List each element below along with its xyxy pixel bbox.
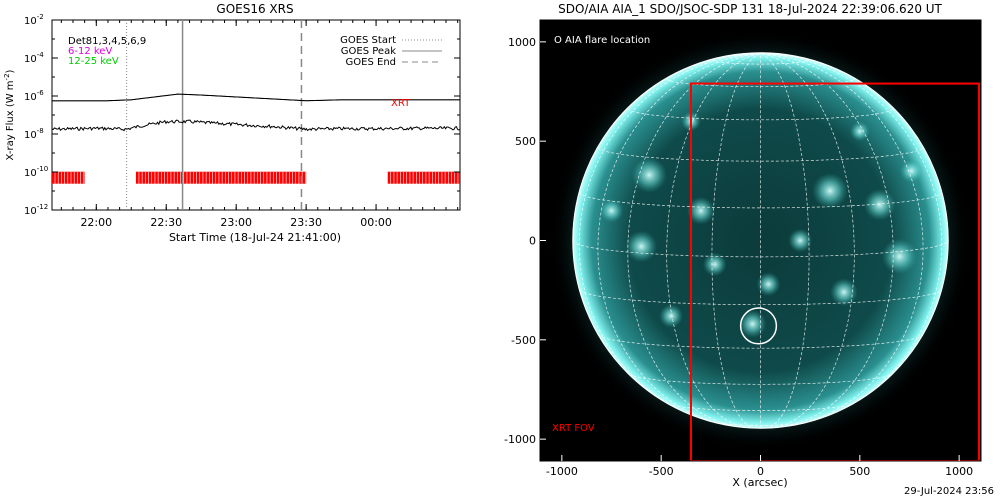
- solar-image: [540, 20, 981, 461]
- y-tick-label: 10-4: [24, 51, 44, 65]
- active-region: [631, 157, 668, 193]
- y-tick-label: -1000: [504, 433, 536, 446]
- y-tick-label: 10-6: [24, 89, 44, 103]
- heliographic-grid: [572, 53, 949, 429]
- x-tick-label: 1000: [945, 465, 973, 478]
- chart-title: SDO/AIA AIA_1 SDO/JSOC-SDP 131 18-Jul-20…: [558, 2, 942, 16]
- grid-line: [760, 53, 894, 428]
- x-tick-label: -500: [649, 465, 674, 478]
- active-region: [812, 172, 848, 209]
- y-tick-label: 10-12: [24, 203, 48, 217]
- grid-line: [579, 289, 942, 306]
- legend-12-25-kev: 12-25 keV: [68, 56, 119, 67]
- goes-xrs-chart: GOES16 XRS 10-2 10-4 10-6 10-8 10-10 10-12 22…: [3, 2, 461, 244]
- y-tick-label: 10-8: [24, 127, 44, 141]
- grid-line: [760, 53, 855, 429]
- y-axis-label-exponent: -2: [3, 73, 11, 80]
- flux-line: [52, 93, 460, 102]
- legend-goes-peak: GOES Peak: [341, 46, 396, 57]
- active-region: [738, 310, 767, 338]
- legend-6-12-kev: 6-12 keV: [68, 46, 112, 57]
- active-region: [625, 230, 658, 263]
- y-tick-label: 500: [515, 135, 536, 148]
- grid-line: [628, 373, 893, 385]
- y-axis-ticks: 10-2 10-4 10-6 10-8 10-10 10-12: [24, 13, 460, 217]
- active-region: [899, 159, 924, 183]
- x-tick-label: 22:30: [150, 216, 182, 229]
- grid-line: [667, 403, 854, 411]
- y-axis-label-main: X-ray Flux (W m: [5, 80, 16, 160]
- active-region: [788, 228, 813, 253]
- active-region: [687, 196, 715, 225]
- legend-goes-start: GOES Start: [340, 35, 396, 46]
- flare-location-circle: [739, 307, 778, 345]
- x-axis-label: Start Time (18-Jul-24 21:41:00): [169, 231, 341, 244]
- active-region: [830, 278, 858, 307]
- axis-ticks: -1000 -500 0 500 1000 -1000 -500 0 500 1000: [504, 36, 973, 478]
- chart-title: GOES16 XRS: [216, 2, 293, 16]
- xrt-observation-bars: [52, 171, 460, 184]
- y-tick-label: 1000: [508, 36, 536, 49]
- aia-solar-image-chart: SDO/AIA AIA_1 SDO/JSOC-SDP 131 18-Jul-20…: [504, 2, 982, 489]
- xrt-fov-label: XRT FOV: [552, 423, 595, 434]
- active-region: [702, 252, 727, 277]
- grid-line: [666, 53, 761, 429]
- x-axis-label: X (arcsec): [732, 476, 787, 489]
- y-axis-label-close: ): [5, 69, 16, 73]
- grid-line: [578, 53, 761, 417]
- grid-line: [627, 53, 761, 428]
- flux-line: [51, 119, 461, 132]
- x-tick-label: -1000: [546, 465, 578, 478]
- grid-line: [760, 53, 810, 429]
- grid-line: [760, 53, 924, 426]
- xrt-interval-bar: [387, 171, 460, 184]
- x-tick-label: 22:00: [80, 216, 112, 229]
- y-tick-label: 0: [529, 235, 536, 248]
- grid-line: [760, 53, 943, 417]
- grid-line: [711, 53, 761, 429]
- x-tick-label: 0: [757, 465, 764, 478]
- x-axis-ticks: 22:00 22:30 23:00 23:30 00:00: [60, 20, 459, 229]
- x-tick-label: 00:00: [360, 216, 392, 229]
- y-axis-label: X-ray Flux (W m-2): [3, 69, 16, 160]
- goes-event-markers: [126, 20, 303, 210]
- grid-line: [597, 146, 924, 162]
- xrt-fov-box: [689, 82, 981, 461]
- plot-area: 10-2 10-4 10-6 10-8 10-10 10-12 22:00 22:30 23:…: [24, 13, 461, 229]
- grid-line: [597, 53, 761, 426]
- active-region: [881, 238, 918, 275]
- flare-location-legend: O AIA flare location: [554, 35, 650, 46]
- active-region: [599, 198, 624, 223]
- x-tick-label: 500: [849, 465, 870, 478]
- grid-line: [597, 334, 924, 349]
- solar-limb: [572, 52, 949, 429]
- xrt-label: XRT: [391, 98, 411, 109]
- active-region: [849, 121, 870, 142]
- active-region: [659, 304, 684, 328]
- legend-goes-end: GOES End: [346, 57, 396, 68]
- y-tick-label: 10-2: [24, 13, 44, 27]
- legend-detectors: Det81,3,4,5,6,9: [68, 36, 146, 47]
- y-tick-label: 10-10: [24, 165, 48, 179]
- flux-series: [51, 93, 461, 132]
- x-tick-label: 23:00: [220, 216, 252, 229]
- y-tick-label: -500: [511, 334, 536, 347]
- x-tick-label: 23:30: [290, 216, 322, 229]
- active-region: [756, 272, 781, 297]
- active-regions: [599, 111, 924, 338]
- xrt-interval-bar: [52, 171, 85, 184]
- footer-timestamp: 29-Jul-2024 23:56: [903, 486, 994, 497]
